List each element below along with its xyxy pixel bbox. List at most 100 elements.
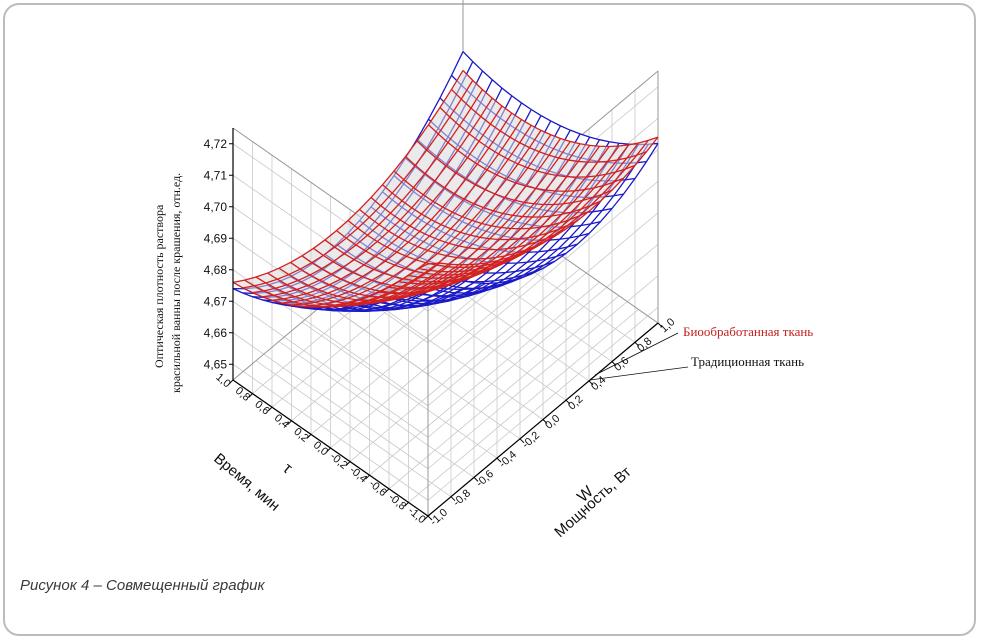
surface-patch <box>559 225 581 240</box>
power-tick-label: -0,2 <box>520 429 542 451</box>
surface-patch <box>546 246 568 259</box>
surface-patch <box>509 228 531 240</box>
grid-line <box>369 281 600 476</box>
grid-line <box>349 268 581 462</box>
surface-patch <box>636 137 658 156</box>
surface-patch <box>441 212 463 229</box>
surface-patch <box>395 256 417 269</box>
grid-line <box>427 275 659 470</box>
figure-caption: Рисунок 4 – Совмещенный график <box>20 577 265 594</box>
surface-patch <box>576 162 598 178</box>
surface-patch <box>426 253 448 265</box>
surface-patch <box>517 251 539 264</box>
surface-mesh-line <box>405 156 601 218</box>
surface-patch <box>505 262 527 273</box>
grid-line <box>427 306 659 501</box>
surface-patch <box>464 184 486 204</box>
surface-patch <box>457 247 479 259</box>
surface-patch <box>487 153 509 175</box>
grid-line <box>427 212 659 407</box>
surface-patch <box>495 179 517 198</box>
z-tick-label: 4,70 <box>204 200 228 214</box>
surface-patch <box>519 125 541 148</box>
surface-patch <box>387 237 409 253</box>
surface-patch <box>419 219 441 237</box>
surface-patch <box>479 124 501 148</box>
surface-patch <box>510 119 532 143</box>
surface-patch <box>532 204 554 218</box>
surface-mesh-line <box>255 263 452 307</box>
surface-patch <box>461 80 483 109</box>
time-tick-label: 0,6 <box>252 398 271 417</box>
surface-mesh-line <box>278 263 475 302</box>
surface-patch <box>488 239 510 250</box>
surface-patch <box>402 187 424 208</box>
surface-patch <box>565 176 587 192</box>
surface-patch <box>579 201 601 216</box>
surface-patch <box>459 108 481 134</box>
z-tick-label: 4,65 <box>204 357 228 371</box>
surface-patch <box>233 280 255 288</box>
surface-patch <box>380 193 402 214</box>
power-tick-label: 0,6 <box>612 355 631 374</box>
surface-patch <box>514 186 536 203</box>
surface-patch <box>379 213 401 232</box>
time-tick-label: 0,4 <box>272 412 291 431</box>
surface-patch <box>417 124 439 151</box>
grid-line <box>427 180 659 375</box>
z-tick-label: 4,69 <box>204 231 228 245</box>
surface-patch <box>434 166 456 188</box>
time-axis-var: τ <box>279 460 295 478</box>
surface-patch <box>341 272 363 284</box>
surface-patch <box>480 225 502 239</box>
surface-patch <box>357 217 379 236</box>
time-tick <box>345 461 351 466</box>
surface-patch <box>617 142 639 161</box>
power-tick-label: 0,0 <box>543 413 562 432</box>
surface-patch <box>360 280 382 290</box>
surface-patch <box>381 276 403 286</box>
surface-patch <box>336 220 358 239</box>
surface-patch <box>527 250 549 263</box>
surface-patch <box>499 228 521 240</box>
surface-patch <box>483 193 505 211</box>
surface-patch <box>344 244 366 260</box>
power-tick <box>427 515 433 521</box>
surface-patch <box>472 207 494 224</box>
surface-mesh-line <box>267 264 463 305</box>
surface-patch <box>370 283 392 292</box>
surface-patch <box>426 133 448 159</box>
surface-mesh-line <box>370 197 567 251</box>
surface-patch <box>547 157 569 176</box>
time-tick <box>248 393 253 398</box>
surface-patch <box>500 113 522 138</box>
surface-patch <box>442 193 464 213</box>
surface-patch <box>452 199 474 217</box>
z-tick-label: 4,72 <box>204 137 228 151</box>
surface-patch <box>538 239 560 252</box>
surface-patch <box>467 141 489 165</box>
surface-patch <box>540 214 562 228</box>
power-axis-title: Мощность, Вт <box>551 463 634 541</box>
surface-mesh-line <box>359 208 555 260</box>
legend-leader-biotreated <box>594 332 679 376</box>
surface-patch <box>513 267 535 278</box>
surface-patch <box>359 197 381 218</box>
time-tick <box>267 406 273 412</box>
power-tick-label: -0,4 <box>497 449 519 471</box>
power-tick <box>450 496 456 502</box>
surface-patch <box>527 232 549 245</box>
surface-mesh-line <box>462 69 659 148</box>
surface-patch <box>367 224 389 242</box>
time-axis-title: Время, мин <box>210 450 283 515</box>
surface-patch <box>469 116 491 142</box>
surface-patch <box>578 145 600 163</box>
time-tick <box>423 515 429 521</box>
surface-patch <box>535 173 557 191</box>
surface-patch <box>490 105 512 131</box>
surface-patch <box>567 233 589 247</box>
surface-patch <box>471 89 493 117</box>
surface-patch <box>476 249 498 259</box>
power-tick <box>542 419 548 424</box>
surface-patch <box>625 161 647 180</box>
